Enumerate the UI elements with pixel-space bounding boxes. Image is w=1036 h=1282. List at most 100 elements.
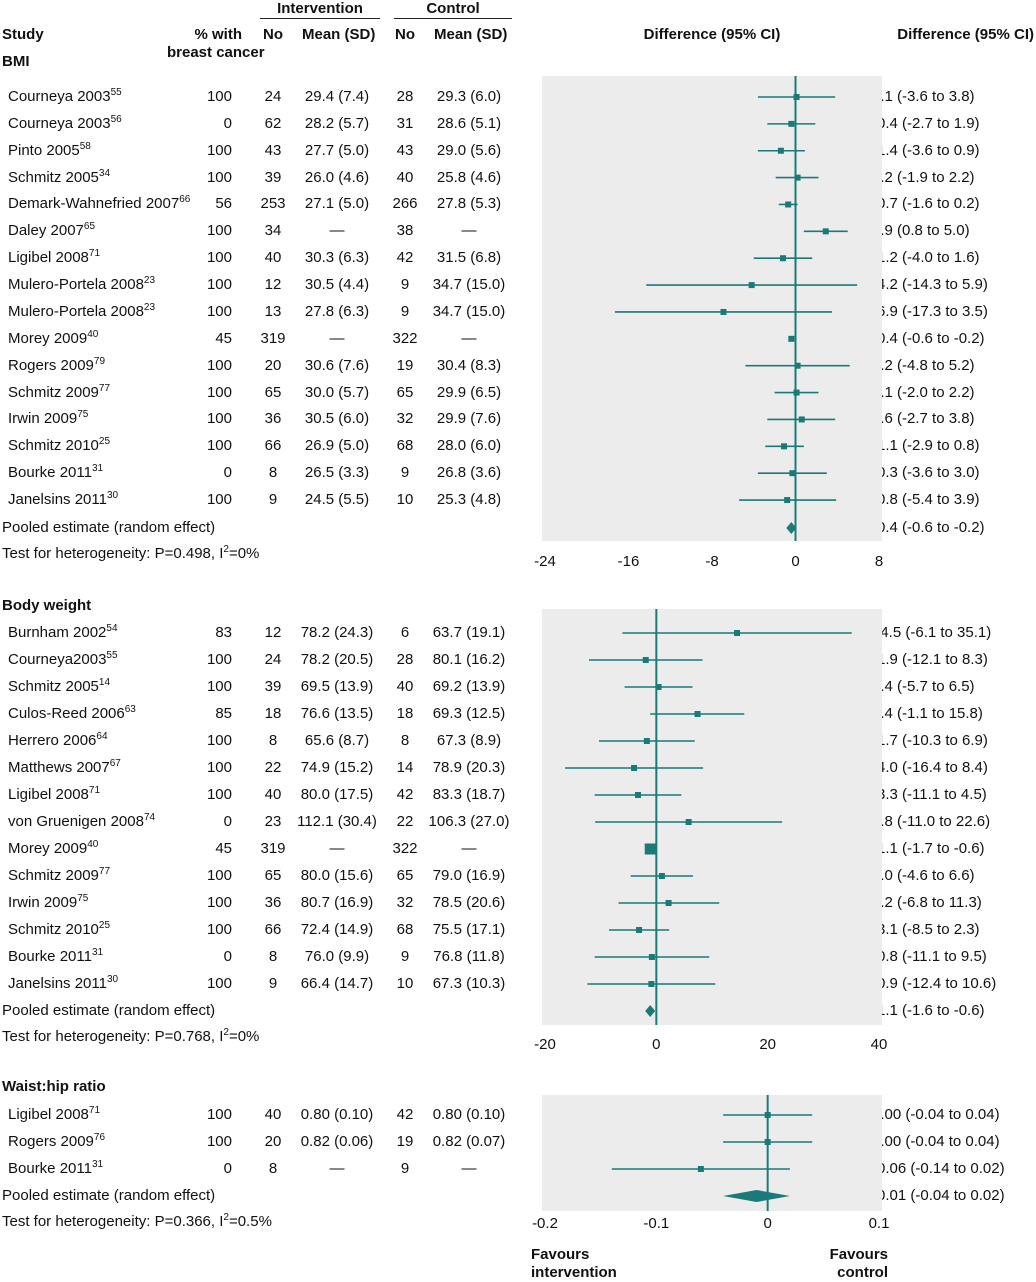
pct-breast-cancer: 0	[223, 813, 232, 830]
intervention-mean-sd: 78.2 (20.5)	[300, 651, 374, 668]
study-ref: 65	[83, 221, 96, 233]
plot-panel	[542, 1095, 882, 1211]
col-header-ctl-no: No	[395, 26, 415, 43]
heterogeneity-sup: 2	[223, 1027, 229, 1038]
study-name: Schmitz 200977	[8, 383, 110, 402]
intervention-mean-sd: 112.1 (30.4)	[297, 813, 377, 830]
control-n: 322	[392, 329, 418, 347]
plot-panel	[542, 76, 882, 541]
pct-breast-cancer: 100	[206, 867, 232, 884]
control-mean-sd: 26.8 (3.6)	[436, 464, 502, 482]
intervention-n: 12	[264, 624, 282, 641]
axis-tick-label: 40	[870, 1036, 888, 1053]
intervention-mean-sd: 26.9 (5.0)	[304, 437, 370, 455]
study-name-text: Schmitz 2009	[8, 867, 99, 884]
intervention-n: 319	[260, 840, 286, 857]
heterogeneity-test: Test for heterogeneity: P=0.366, I2=0.5%	[2, 1213, 272, 1231]
study-name-text: Morey 2009	[8, 840, 88, 857]
pct-breast-cancer: 100	[206, 678, 232, 695]
control-mean-sd: 29.0 (5.6)	[436, 141, 502, 159]
control-mean-sd: —	[461, 1160, 477, 1177]
difference-ci: -4.0 (-16.4 to 8.4)	[872, 759, 988, 776]
point-estimate	[648, 954, 655, 960]
difference-ci: -0.8 (-11.1 to 9.5)	[872, 948, 987, 965]
pct-breast-cancer: 100	[206, 302, 232, 320]
point-estimate	[788, 120, 795, 127]
intervention-n: 66	[264, 921, 282, 938]
study-ref: 23	[143, 275, 156, 287]
col-header-pct-line1: % with	[194, 26, 243, 43]
col-header-diff-plot: Difference (95% CI)	[643, 26, 781, 43]
intervention-mean-sd: —	[329, 329, 345, 347]
heterogeneity-prefix: Test for heterogeneity: P=0.768, I	[2, 1028, 224, 1045]
col-header-control: Control	[426, 0, 480, 17]
difference-ci: -0.9 (-12.4 to 10.6)	[872, 975, 997, 992]
intervention-mean-sd: 80.0 (15.6)	[300, 867, 374, 884]
pct-breast-cancer: 100	[206, 894, 232, 911]
difference-ci: -4.2 (-14.3 to 5.9)	[872, 276, 988, 294]
point-estimate	[798, 416, 805, 423]
intervention-n: 36	[264, 894, 282, 911]
study-ref: 76	[93, 1132, 106, 1143]
difference-ci: -0.06 (-0.14 to 0.02)	[872, 1160, 1005, 1177]
study-name-text: Herrero 2006	[8, 732, 97, 749]
intervention-n: 65	[264, 867, 282, 884]
control-mean-sd: 78.5 (20.6)	[432, 894, 506, 911]
study-name: Morey 200940	[8, 329, 98, 348]
study-name-text: Courneya 2003	[8, 114, 111, 132]
difference-ci: 7.4 (-1.1 to 15.8)	[872, 705, 983, 722]
difference-ci: -0.4 (-2.7 to 1.9)	[872, 114, 980, 132]
difference-ci: 0.6 (-2.7 to 3.8)	[872, 410, 975, 428]
difference-ci: 0.1 (-3.6 to 3.8)	[872, 88, 975, 105]
difference-ci: -3.3 (-11.1 to 4.5)	[872, 786, 987, 803]
intervention-mean-sd: 66.4 (14.7)	[300, 975, 374, 992]
study-name-text: Schmitz 2010	[8, 921, 99, 938]
intervention-mean-sd: 30.3 (6.3)	[304, 249, 370, 267]
plot-panel	[542, 609, 882, 1025]
control-mean-sd: 67.3 (10.3)	[432, 975, 506, 992]
col-header-int-mean: Mean (SD)	[302, 26, 376, 43]
intervention-n: 8	[268, 948, 278, 965]
axis-tick-label: -20	[534, 1036, 556, 1053]
intervention-mean-sd: —	[329, 840, 345, 857]
study-name: Ligibel 200871	[8, 249, 100, 267]
study-name: Rogers 200979	[8, 355, 106, 375]
intervention-mean-sd: —	[329, 1160, 345, 1177]
control-mean-sd: 80.1 (16.2)	[432, 651, 506, 668]
difference-ci: 1.0 (-4.6 to 6.6)	[872, 867, 975, 884]
study-name: von Gruenigen 200874	[8, 813, 155, 831]
study-name: Mulero-Portela 200823	[8, 276, 155, 294]
study-name: Demark-Wahnefried 200766	[8, 195, 190, 213]
study-ref: 79	[93, 355, 106, 367]
col-header-pct-line2: breast cancer	[167, 44, 265, 61]
study-name-text: Courneya 2003	[8, 88, 111, 105]
study-name-text: von Gruenigen 2008	[8, 813, 144, 830]
study-name: Ligibel 200871	[8, 786, 100, 804]
heterogeneity-suffix: =0%	[228, 545, 260, 562]
study-ref: 25	[98, 920, 111, 931]
difference-ci: 0.4 (-5.7 to 6.5)	[872, 678, 975, 695]
study-ref: 77	[98, 866, 111, 877]
control-mean-sd: 31.5 (6.8)	[436, 249, 502, 267]
point-estimate	[655, 684, 662, 690]
study-name: Matthews 200767	[8, 759, 121, 777]
study-ref: 58	[79, 140, 91, 152]
intervention-n: 34	[264, 222, 282, 240]
difference-ci: 0.00 (-0.04 to 0.04)	[872, 1106, 1000, 1123]
axis-tick-label: 8	[874, 553, 884, 570]
study-name: Bourke 201131	[8, 948, 103, 966]
study-ref: 14	[98, 677, 111, 688]
control-mean-sd: —	[461, 329, 477, 347]
study-name-text: Morey 2009	[8, 329, 88, 347]
study-ref: 31	[91, 1159, 104, 1170]
control-n: 8	[400, 732, 410, 749]
intervention-mean-sd: 30.5 (4.4)	[304, 276, 370, 294]
point-estimate	[720, 308, 727, 315]
point-estimate	[789, 470, 796, 477]
control-mean-sd: 0.80 (0.10)	[432, 1106, 506, 1123]
study-name-text: Rogers 2009	[8, 1133, 94, 1150]
axis-tick-label: -0.2	[532, 1215, 558, 1232]
intervention-mean-sd: 0.80 (0.10)	[300, 1106, 374, 1123]
intervention-n: 36	[264, 410, 282, 428]
intervention-mean-sd: 76.0 (9.9)	[304, 948, 370, 965]
